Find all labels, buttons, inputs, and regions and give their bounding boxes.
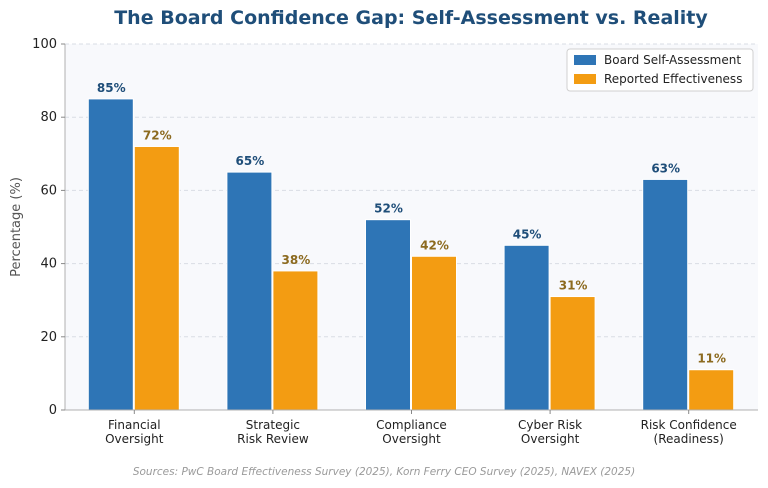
value-label: 38% bbox=[282, 253, 311, 267]
x-tick-label: Oversight bbox=[382, 432, 441, 446]
y-axis-label: Percentage (%) bbox=[9, 177, 24, 277]
value-label: 72% bbox=[143, 128, 172, 142]
legend: Board Self-Assessment Reported Effectiven… bbox=[566, 48, 754, 92]
value-label: 65% bbox=[236, 154, 265, 168]
bar-self-assessment bbox=[365, 219, 411, 411]
x-tick-label: Oversight bbox=[521, 432, 580, 446]
value-label: 31% bbox=[559, 279, 588, 293]
x-tick-label: Financial bbox=[108, 418, 161, 432]
x-tick-label: Strategic bbox=[246, 418, 300, 432]
bar-reported-effectiveness bbox=[411, 255, 457, 411]
legend-box bbox=[566, 48, 754, 92]
x-tick-label: Risk Confidence bbox=[641, 418, 737, 432]
bar-self-assessment bbox=[87, 98, 134, 411]
y-tick-labels: 0 20 40 60 80 100 bbox=[32, 37, 65, 418]
chart-title: The Board Confidence Gap: Self-Assessmen… bbox=[114, 7, 708, 29]
legend-swatch bbox=[574, 55, 596, 65]
x-tick-label: Cyber Risk bbox=[518, 418, 582, 432]
value-label: 85% bbox=[97, 81, 126, 95]
value-label: 45% bbox=[513, 227, 542, 241]
bar-reported-effectiveness bbox=[549, 296, 596, 411]
legend-label: Reported Effectiveness bbox=[604, 72, 742, 86]
bar-self-assessment bbox=[226, 171, 273, 411]
bar-self-assessment bbox=[642, 178, 689, 411]
y-tick-label: 100 bbox=[32, 37, 57, 52]
x-tick-label: Compliance bbox=[376, 418, 447, 432]
bar-reported-effectiveness bbox=[272, 270, 319, 411]
x-tick-label: (Readiness) bbox=[654, 432, 724, 446]
legend-label: Board Self-Assessment bbox=[604, 53, 741, 67]
bar-reported-effectiveness bbox=[688, 369, 735, 411]
bars bbox=[87, 98, 735, 411]
value-label: 63% bbox=[651, 161, 680, 175]
bar-self-assessment bbox=[503, 244, 550, 411]
y-tick-label: 40 bbox=[40, 257, 57, 272]
y-tick-label: 80 bbox=[40, 110, 57, 125]
bar-reported-effectiveness bbox=[133, 145, 180, 411]
y-tick-label: 0 bbox=[49, 403, 57, 418]
x-tick-label: Oversight bbox=[105, 432, 164, 446]
value-label: 11% bbox=[697, 352, 726, 366]
value-labels: 85% 72% 65% 38% 52% 42% 45% 31% 63% 11% bbox=[97, 81, 726, 366]
legend-swatch bbox=[574, 74, 596, 84]
x-tick-label: Risk Review bbox=[237, 432, 309, 446]
y-tick-label: 60 bbox=[40, 183, 57, 198]
source-note: Sources: PwC Board Effectiveness Survey … bbox=[133, 466, 635, 478]
value-label: 42% bbox=[420, 238, 449, 252]
value-label: 52% bbox=[374, 202, 403, 216]
y-tick-label: 20 bbox=[40, 330, 57, 345]
